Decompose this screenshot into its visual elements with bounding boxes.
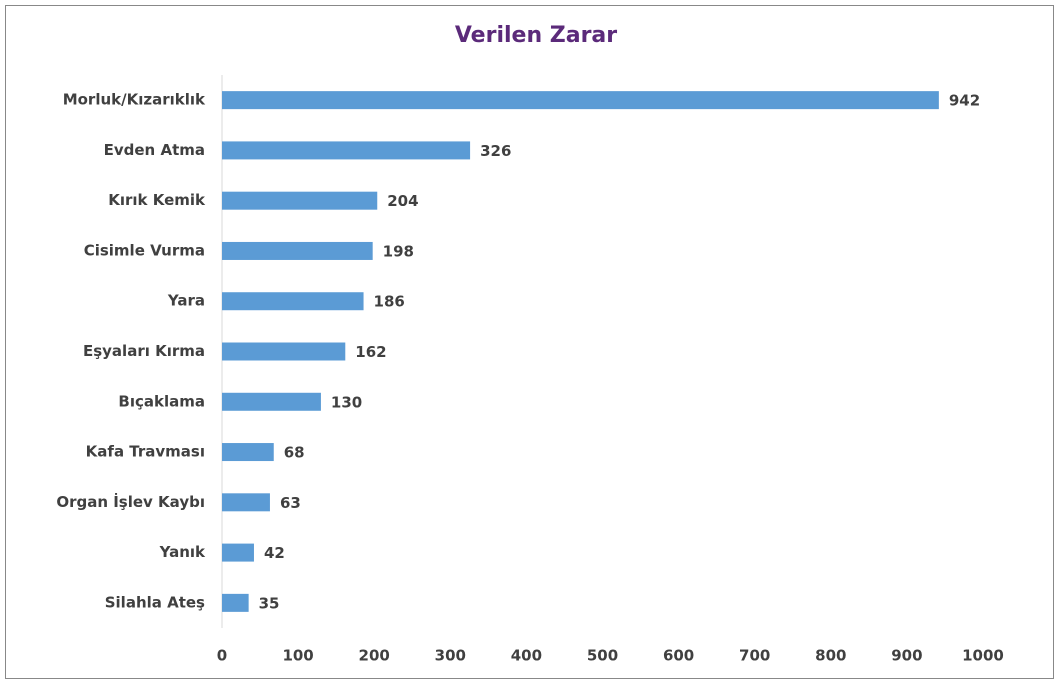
x-tick-label: 900	[891, 647, 922, 665]
x-tick-label: 1000	[962, 647, 1004, 665]
data-label: 68	[284, 444, 305, 462]
data-label: 35	[259, 594, 280, 612]
bar	[222, 493, 270, 512]
bar	[222, 593, 249, 612]
y-tick-label: Silahla Ateş	[105, 593, 205, 611]
bar	[222, 543, 254, 562]
bar	[222, 141, 471, 160]
bar	[222, 292, 364, 311]
data-label: 198	[383, 242, 414, 260]
chart-frame	[5, 5, 1054, 679]
x-tick-label: 300	[435, 647, 466, 665]
y-tick-label: Bıçaklama	[118, 392, 205, 410]
y-tick-label: Cisimle Vurma	[84, 241, 205, 259]
bar	[222, 191, 378, 210]
y-tick-label: Kafa Travması	[86, 443, 205, 461]
y-tick-label: Yanık	[159, 543, 206, 561]
x-tick-label: 700	[739, 647, 770, 665]
bar	[222, 443, 274, 462]
bar	[222, 392, 321, 411]
data-label: 130	[331, 393, 362, 411]
data-label: 326	[480, 142, 511, 160]
bar	[222, 241, 373, 260]
x-tick-label: 500	[587, 647, 618, 665]
x-tick-label: 200	[359, 647, 390, 665]
y-tick-label: Organ İşlev Kaybı	[56, 492, 205, 511]
y-tick-label: Yara	[167, 292, 205, 310]
y-tick-label: Eşyaları Kırma	[83, 342, 205, 360]
x-tick-label: 0	[217, 647, 227, 665]
data-label: 186	[374, 293, 405, 311]
x-tick-label: 800	[815, 647, 846, 665]
data-label: 42	[264, 544, 285, 562]
chart-title: Verilen Zarar	[455, 23, 617, 48]
data-label: 204	[387, 192, 418, 210]
bar	[222, 342, 346, 361]
x-tick-label: 400	[511, 647, 542, 665]
data-label: 162	[355, 343, 386, 361]
x-tick-label: 600	[663, 647, 694, 665]
data-label: 63	[280, 494, 301, 512]
y-tick-label: Morluk/Kızarıklık	[63, 91, 206, 109]
x-tick-label: 100	[282, 647, 313, 665]
y-tick-label: Evden Atma	[104, 141, 205, 159]
bar	[222, 91, 939, 110]
y-tick-label: Kırık Kemik	[108, 191, 206, 209]
data-label: 942	[949, 92, 980, 110]
